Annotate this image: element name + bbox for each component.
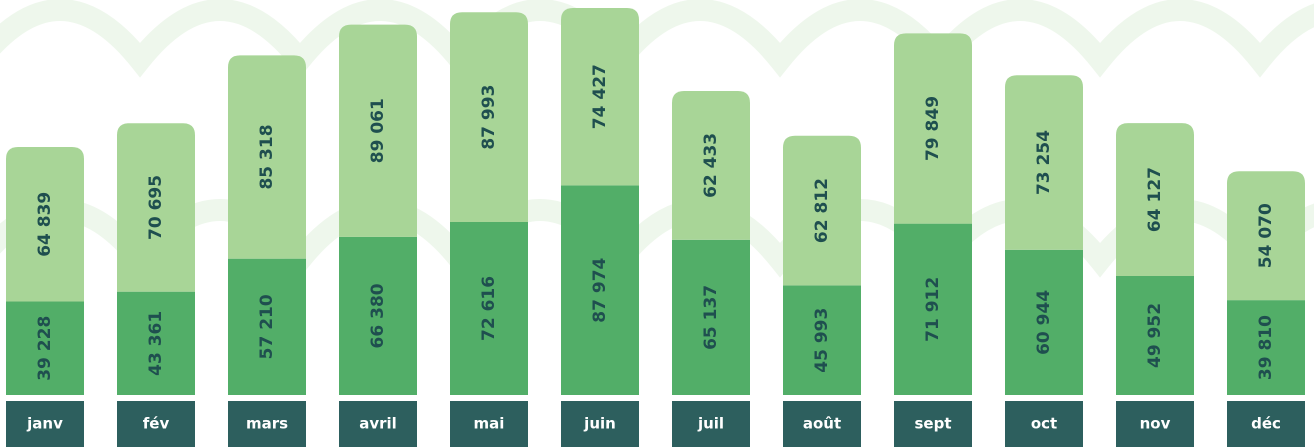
bar-segment <box>672 91 750 240</box>
value-label: 62 433 <box>701 133 721 198</box>
category-box <box>894 401 972 447</box>
bar-segment <box>1116 275 1194 395</box>
x-tick-label: janv <box>26 415 63 433</box>
x-tick-label: déc <box>1251 415 1281 433</box>
category-box <box>1116 401 1194 447</box>
bar-segment <box>783 135 861 286</box>
value-label: 39 810 <box>1256 315 1276 380</box>
bar-segment <box>117 123 195 292</box>
category-box <box>228 401 306 447</box>
value-label: 79 849 <box>923 96 943 161</box>
category-box <box>450 401 528 447</box>
x-tick-label: sept <box>914 415 951 433</box>
value-label: 45 993 <box>812 308 832 373</box>
bar-segment <box>1005 249 1083 395</box>
value-label: 85 318 <box>257 124 277 189</box>
value-label: 72 616 <box>479 276 499 341</box>
bar-segment <box>6 147 84 302</box>
category-box <box>1005 401 1083 447</box>
bar-segment <box>228 55 306 259</box>
value-label: 65 137 <box>701 285 721 350</box>
x-tick-label: août <box>803 415 841 433</box>
value-label: 43 361 <box>146 311 166 376</box>
bar-segment <box>339 236 417 395</box>
value-label: 62 812 <box>812 178 832 243</box>
bar-segment <box>450 12 528 222</box>
value-label: 39 228 <box>35 316 55 381</box>
value-label: 60 944 <box>1034 290 1054 355</box>
category-box <box>117 401 195 447</box>
value-label: 64 839 <box>35 192 55 257</box>
bar-segment <box>339 24 417 237</box>
bar-segment <box>561 185 639 395</box>
value-label: 66 380 <box>368 283 388 348</box>
value-label: 64 127 <box>1145 167 1165 232</box>
bar-segment <box>561 8 639 186</box>
bar-segment <box>894 33 972 224</box>
x-tick-label: nov <box>1140 415 1171 433</box>
x-tick-label: oct <box>1031 415 1057 433</box>
bar-segment <box>117 291 195 395</box>
bar-segment <box>1116 123 1194 276</box>
value-label: 73 254 <box>1034 130 1054 195</box>
bar-segment <box>6 301 84 395</box>
value-label: 87 974 <box>590 257 610 322</box>
x-tick-label: mars <box>246 415 288 433</box>
x-tick-label: juil <box>697 415 724 433</box>
value-label: 89 061 <box>368 98 388 163</box>
x-tick-label: avril <box>359 415 397 433</box>
value-label: 57 210 <box>257 294 277 359</box>
bar-segment <box>450 221 528 395</box>
category-box <box>339 401 417 447</box>
bar-segment <box>672 239 750 395</box>
category-box <box>672 401 750 447</box>
x-tick-label: fév <box>143 415 170 433</box>
bar-segment <box>1227 300 1305 395</box>
bar-segment <box>228 258 306 395</box>
category-box <box>1227 401 1305 447</box>
value-label: 49 952 <box>1145 303 1165 368</box>
category-box <box>783 401 861 447</box>
value-label: 70 695 <box>146 175 166 240</box>
value-label: 87 993 <box>479 85 499 150</box>
value-label: 54 070 <box>1256 203 1276 268</box>
x-tick-label: mai <box>474 415 505 433</box>
value-label: 71 912 <box>923 277 943 342</box>
bar-segment <box>894 223 972 395</box>
x-tick-label: juin <box>583 415 616 433</box>
bar-segment <box>1005 75 1083 250</box>
value-label: 74 427 <box>590 64 610 129</box>
category-box <box>6 401 84 447</box>
category-box <box>561 401 639 447</box>
bar-segment <box>1227 171 1305 301</box>
bar-segment <box>783 285 861 395</box>
